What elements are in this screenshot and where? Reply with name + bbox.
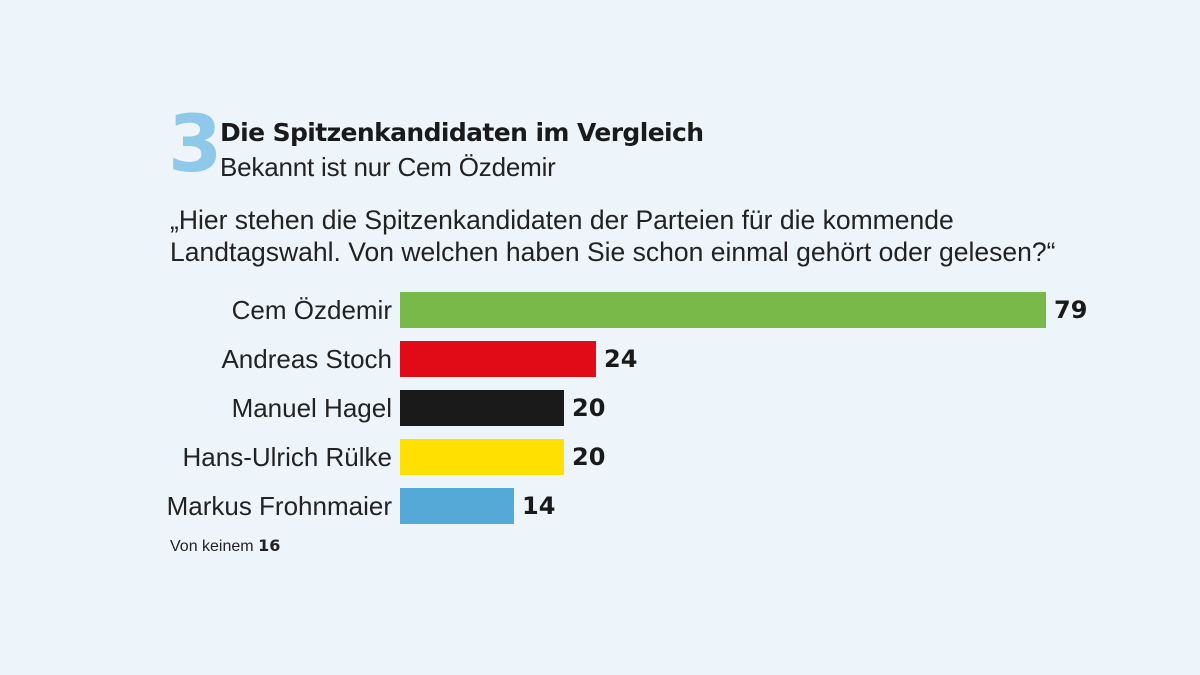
bar: [400, 292, 1046, 328]
bar: [400, 488, 514, 524]
footnote-label: Von keinem: [170, 538, 254, 555]
category-label: Cem Özdemir: [231, 295, 392, 325]
category-label: Markus Frohnmaier: [166, 491, 392, 521]
chart-title: Die Spitzenkandidaten im Vergleich: [220, 118, 704, 147]
chart-number: 3: [168, 100, 223, 190]
category-label: Manuel Hagel: [231, 393, 392, 423]
chart-subtitle: Bekannt ist nur Cem Özdemir: [220, 152, 556, 182]
bar: [400, 390, 564, 426]
value-label: 20: [572, 443, 606, 471]
value-label: 20: [572, 394, 606, 422]
survey-question: „Hier stehen die Spitzenkandidaten der P…: [170, 205, 1056, 267]
value-label: 79: [1054, 296, 1088, 324]
bar: [400, 439, 564, 475]
category-label: Andreas Stoch: [221, 344, 392, 374]
footnote: Von keinem 16: [170, 536, 280, 556]
category-label: Hans-Ulrich Rülke: [182, 442, 393, 472]
bar: [400, 341, 596, 377]
value-label: 14: [522, 492, 556, 520]
value-label: 24: [604, 345, 638, 373]
footnote-value: 16: [258, 536, 281, 555]
